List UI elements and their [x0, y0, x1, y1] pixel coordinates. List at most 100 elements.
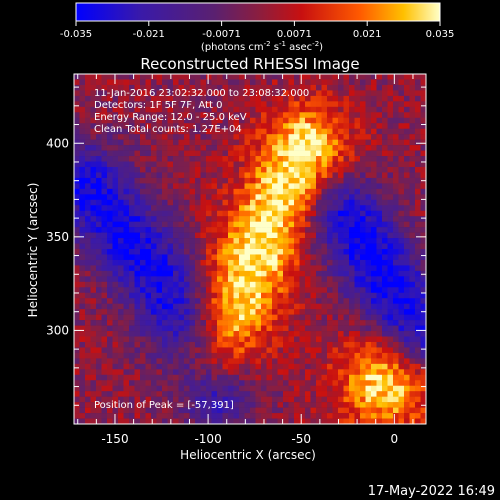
heatmap-cell — [134, 320, 141, 326]
heatmap-cell — [74, 221, 80, 228]
heatmap-cell — [272, 156, 278, 162]
heatmap-cell — [316, 79, 322, 86]
heatmap-cell — [250, 172, 256, 179]
heatmap-cell — [85, 396, 91, 403]
heatmap-cell — [272, 95, 278, 102]
heatmap-cell — [200, 391, 207, 397]
heatmap-cell — [255, 216, 262, 222]
heatmap-cell — [101, 232, 108, 239]
heatmap-cell — [211, 166, 218, 173]
heatmap-cell — [211, 243, 218, 250]
heatmap-cell — [343, 177, 350, 184]
heatmap-cell — [178, 145, 185, 151]
heatmap-cell — [277, 194, 284, 201]
heatmap-cell — [217, 391, 223, 397]
heatmap-cell — [294, 106, 300, 113]
heatmap-cell — [338, 101, 344, 108]
heatmap-cell — [101, 363, 108, 370]
heatmap-cell — [415, 325, 421, 332]
heatmap-cell — [145, 84, 152, 91]
heatmap-cell — [151, 396, 157, 403]
heatmap-cell — [167, 210, 174, 217]
heatmap-cell — [123, 128, 130, 135]
heatmap-cell — [129, 74, 135, 80]
heatmap-cell — [321, 79, 328, 86]
heatmap-cell — [376, 117, 383, 124]
heatmap-cell — [184, 221, 190, 228]
heatmap-cell — [415, 134, 421, 140]
heatmap-cell — [338, 90, 344, 97]
heatmap-cell — [233, 123, 240, 129]
heatmap-cell — [266, 205, 273, 212]
heatmap-cell — [277, 331, 284, 337]
heatmap-cell — [382, 385, 388, 392]
heatmap-cell — [162, 188, 168, 195]
heatmap-cell — [415, 363, 421, 370]
y-tick-label: 300 — [46, 323, 69, 337]
heatmap-cell — [338, 369, 344, 376]
heatmap-cell — [272, 270, 278, 277]
heatmap-cell — [371, 320, 377, 326]
heatmap-cell — [272, 352, 278, 359]
heatmap-cell — [272, 391, 278, 397]
heatmap-cell — [96, 325, 102, 332]
heatmap-cell — [156, 270, 163, 277]
heatmap-cell — [79, 363, 86, 370]
heatmap-cell — [239, 166, 245, 173]
heatmap-cell — [305, 156, 311, 162]
heatmap-cell — [162, 216, 168, 222]
heatmap-cell — [404, 183, 410, 190]
heatmap-cell — [376, 74, 383, 80]
heatmap-cell — [74, 396, 80, 403]
heatmap-cell — [255, 358, 262, 365]
heatmap-cell — [129, 205, 135, 212]
heatmap-cell — [365, 292, 372, 299]
heatmap-cell — [255, 276, 262, 283]
heatmap-cell — [145, 363, 152, 370]
heatmap-cell — [151, 363, 157, 370]
heatmap-cell — [283, 243, 289, 250]
heatmap-cell — [222, 112, 229, 119]
heatmap-cell — [272, 309, 278, 315]
heatmap-cell — [184, 156, 190, 162]
heatmap-cell — [420, 139, 427, 146]
heatmap-cell — [74, 418, 80, 425]
heatmap-cell — [387, 161, 394, 168]
heatmap-cell — [338, 117, 344, 124]
heatmap-cell — [283, 249, 289, 255]
heatmap-cell — [376, 331, 383, 337]
heatmap-cell — [206, 276, 212, 283]
heatmap-cell — [332, 413, 339, 419]
heatmap-cell — [184, 391, 190, 397]
heatmap-cell — [178, 270, 185, 277]
heatmap-cell — [206, 347, 212, 354]
heatmap-cell — [244, 84, 251, 91]
heatmap-cell — [173, 325, 179, 332]
heatmap-cell — [261, 216, 267, 222]
heatmap-cell — [228, 298, 234, 304]
heatmap-cell — [349, 281, 355, 288]
heatmap-cell — [332, 172, 339, 179]
heatmap-cell — [74, 407, 80, 414]
heatmap-cell — [189, 210, 196, 217]
heatmap-cell — [294, 232, 300, 239]
heatmap-cell — [261, 331, 267, 337]
heatmap-cell — [409, 352, 416, 359]
heatmap-cell — [321, 249, 328, 255]
heatmap-cell — [415, 396, 421, 403]
heatmap-cell — [233, 276, 240, 283]
heatmap-cell — [299, 363, 306, 370]
heatmap-cell — [316, 139, 322, 146]
heatmap-cell — [118, 74, 124, 80]
heatmap-cell — [173, 303, 179, 310]
heatmap-cell — [79, 418, 86, 425]
heatmap-cell — [387, 363, 394, 370]
heatmap-cell — [261, 391, 267, 397]
heatmap-cell — [162, 227, 168, 233]
heatmap-cell — [173, 90, 179, 97]
heatmap-cell — [338, 249, 344, 255]
heatmap-cell — [228, 183, 234, 190]
heatmap-cell — [321, 303, 328, 310]
heatmap-cell — [140, 106, 146, 113]
heatmap-cell — [200, 292, 207, 299]
